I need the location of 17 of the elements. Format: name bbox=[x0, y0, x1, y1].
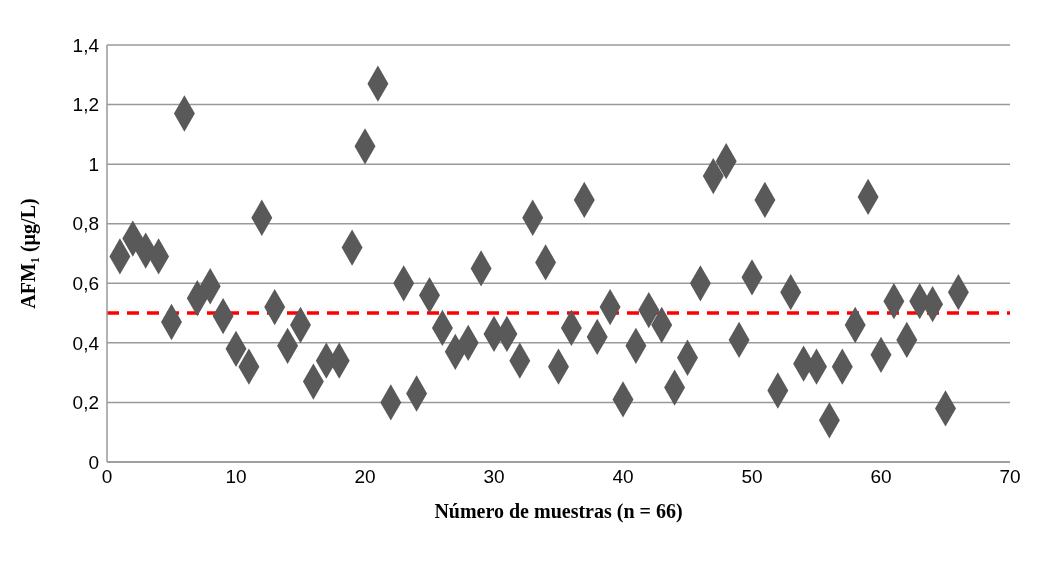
y-tick-label: 0 bbox=[88, 451, 99, 473]
y-tick-label: 1,2 bbox=[72, 94, 99, 116]
y-tick-label: 0,2 bbox=[72, 392, 99, 414]
x-tick-label: 50 bbox=[741, 466, 763, 488]
y-tick-label: 1 bbox=[88, 153, 99, 175]
x-tick-label: 40 bbox=[612, 466, 634, 488]
y-tick-label: 0,8 bbox=[72, 213, 99, 235]
y-tick-label: 0,4 bbox=[72, 332, 100, 354]
y-tick-label: 0,6 bbox=[72, 273, 99, 295]
x-tick-label: 20 bbox=[354, 466, 376, 488]
x-tick-label: 60 bbox=[870, 466, 892, 488]
x-tick-label: 30 bbox=[483, 466, 505, 488]
y-tick-label: 1,4 bbox=[72, 34, 100, 56]
x-axis-title: Número de muestras (n = 66) bbox=[434, 500, 683, 524]
x-tick-label: 70 bbox=[999, 466, 1021, 488]
x-tick-label: 10 bbox=[225, 466, 247, 488]
y-axis-title: AFM₁ (µg/L) bbox=[17, 198, 41, 309]
